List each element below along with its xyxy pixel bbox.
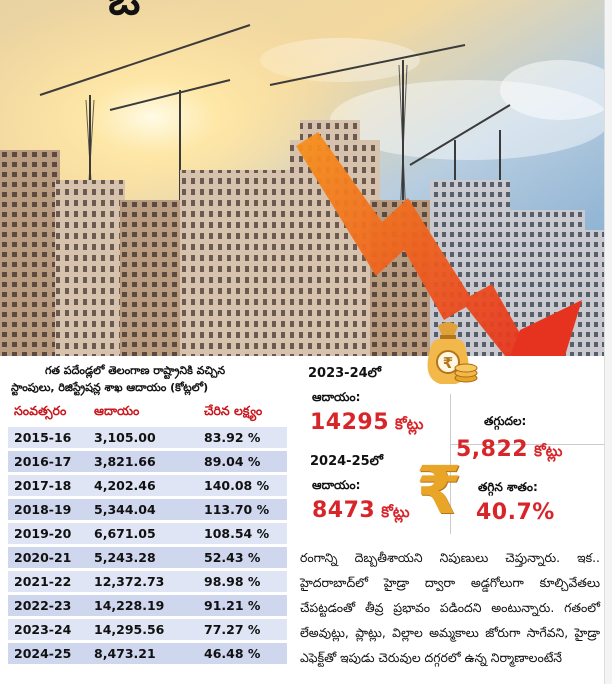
table-row: 2022-23 14,228.19 91.21 %	[8, 595, 287, 616]
y1-label: 2023-24లో	[308, 366, 382, 381]
cell-target: 52.43 %	[198, 547, 287, 568]
cell-target: 98.98 %	[198, 571, 287, 592]
headline-fragment: ఓ	[108, 0, 140, 36]
cell-target: 46.48 %	[198, 643, 287, 664]
table-row: 2020-21 5,243.28 52.43 %	[8, 547, 287, 568]
cell-year: 2022-23	[8, 595, 88, 616]
table-caption-line1: గత పదేండ్లలో తెలంగాణ రాష్ట్రానికి వచ్చిన	[45, 364, 226, 377]
header-year: సంవత్సరం	[14, 403, 67, 418]
decrease-value: 5,822 కోట్లు	[456, 437, 563, 462]
cell-income: 8,473.21	[88, 643, 198, 664]
money-bag-icon: ₹	[427, 322, 478, 384]
cell-income: 4,202.46	[88, 475, 198, 496]
y2-label: 2024-25లో	[310, 454, 384, 469]
cell-target: 89.04 %	[198, 451, 287, 472]
cell-income: 5,243.28	[88, 547, 198, 568]
cell-year: 2020-21	[8, 547, 88, 568]
revenue-table-box: గత పదేండ్లలో తెలంగాణ రాష్ట్రానికి వచ్చిన…	[5, 356, 290, 684]
cell-year: 2016-17	[8, 451, 88, 472]
cell-year: 2018-19	[8, 499, 88, 520]
table-row: 2021-22 12,372.73 98.98 %	[8, 571, 287, 592]
revenue-table: సంవత్సరం ఆదాయం చేరిన లక్ష్యం 2015-16 3,10…	[8, 398, 287, 667]
table-row: 2015-16 3,105.00 83.92 %	[8, 427, 287, 448]
cell-target: 113.70 %	[198, 499, 287, 520]
table-header-row: సంవత్సరం ఆదాయం చేరిన లక్ష్యం	[8, 401, 287, 424]
cell-year: 2019-20	[8, 523, 88, 544]
table-row: 2016-17 3,821.66 89.04 %	[8, 451, 287, 472]
y2-income-label: ఆదాయం:	[312, 478, 361, 492]
stats-horizontal-divider	[450, 444, 604, 445]
table-row: 2019-20 6,671.05 108.54 %	[8, 523, 287, 544]
cell-year: 2015-16	[8, 427, 88, 448]
table-caption-line2: స్టాంపులు, రిజిస్ట్రేషన్ల శాఖ ఆదాయం (కోట…	[11, 381, 209, 394]
rupee-icon: ₹	[416, 452, 462, 529]
cell-income: 14,295.56	[88, 619, 198, 640]
cell-income: 6,671.05	[88, 523, 198, 544]
article-text: రంగాన్ని దెబ్బతీశాయని నిపుణులు చెప్తున్న…	[300, 545, 600, 670]
svg-text:₹: ₹	[443, 354, 453, 372]
cell-year: 2021-22	[8, 571, 88, 592]
hero-photo: ఓ	[0, 0, 612, 356]
y1-income-value: 14295 కోట్లు	[310, 410, 424, 435]
cell-target: 77.27 %	[198, 619, 287, 640]
cell-income: 12,372.73	[88, 571, 198, 592]
header-target: చేరిన లక్ష్యం	[204, 403, 263, 418]
cell-year: 2023-24	[8, 619, 88, 640]
percent-value: 40.7%	[476, 500, 555, 525]
cell-income: 5,344.04	[88, 499, 198, 520]
table-row: 2018-19 5,344.04 113.70 %	[8, 499, 287, 520]
y1-income-label: ఆదాయం:	[312, 390, 361, 404]
stats-panel: ₹ 2023-24లో ఆదాయం: 14295 కోట్లు తగ్గుదల: …	[298, 322, 604, 542]
cell-year: 2017-18	[8, 475, 88, 496]
cell-year: 2024-25	[8, 643, 88, 664]
table-row: 2023-24 14,295.56 77.27 %	[8, 619, 287, 640]
percent-label: తగ్గిన శాతం:	[478, 480, 538, 494]
cell-target: 140.08 %	[198, 475, 287, 496]
table-row: 2017-18 4,202.46 140.08 %	[8, 475, 287, 496]
decrease-label: తగ్గుదల:	[484, 414, 527, 428]
cell-target: 91.21 %	[198, 595, 287, 616]
table-row: 2024-25 8,473.21 46.48 %	[8, 643, 287, 664]
cell-income: 14,228.19	[88, 595, 198, 616]
cell-target: 83.92 %	[198, 427, 287, 448]
header-income: ఆదాయం	[94, 403, 140, 418]
construction-photo-illustration	[0, 0, 612, 356]
y2-income-value: 8473 కోట్లు	[312, 498, 411, 523]
cell-target: 108.54 %	[198, 523, 287, 544]
article-paragraph: రంగాన్ని దెబ్బతీశాయని నిపుణులు చెప్తున్న…	[300, 550, 600, 665]
cell-income: 3,105.00	[88, 427, 198, 448]
page-edge-rule	[604, 0, 612, 684]
table-caption: గత పదేండ్లలో తెలంగాణ రాష్ట్రానికి వచ్చిన…	[5, 356, 290, 398]
stats-vertical-divider	[450, 394, 451, 534]
cell-income: 3,821.66	[88, 451, 198, 472]
